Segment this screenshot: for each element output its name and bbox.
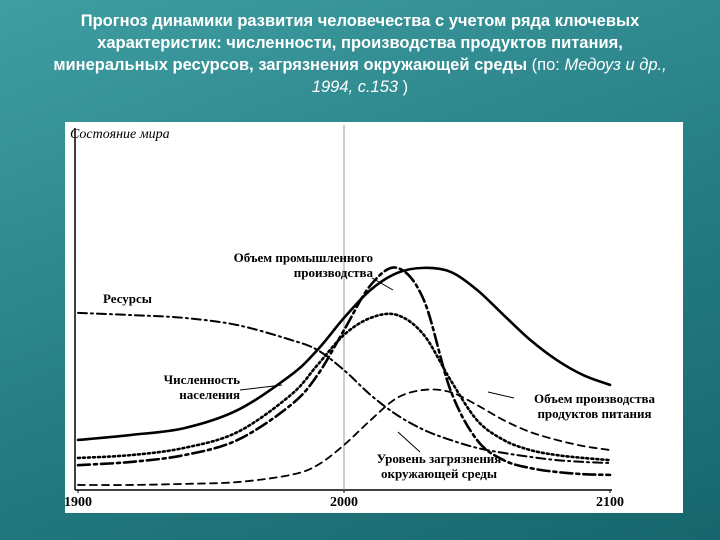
citation-source: Медоуз и др., 1994, с.153: [311, 56, 667, 96]
slide-title: Прогноз динамики развития человечества с…: [50, 10, 670, 98]
series-label: Численность населения: [163, 372, 240, 402]
series-label: Объем промышленного производства: [233, 250, 373, 280]
x-tick-label: 2000: [330, 495, 358, 510]
y-axis-label: Состояние мира: [70, 127, 170, 142]
series-label: Объем производства продуктов питания: [534, 391, 655, 421]
series-line: [76, 312, 612, 462]
x-tick-label: 2100: [596, 495, 624, 510]
citation: (по:: [531, 56, 565, 74]
arrow: [487, 391, 515, 399]
series-line: [77, 311, 611, 464]
series-label: Уровень загрязнения окружающей среды: [376, 451, 502, 481]
series-line: [76, 266, 612, 477]
series-line: [76, 266, 612, 442]
title-text: Прогноз динамики развития человечества с…: [53, 12, 640, 74]
label-arrows: [239, 277, 515, 453]
citation: ): [398, 78, 409, 96]
series-line: [77, 388, 611, 486]
arrow: [397, 431, 421, 453]
series-label: Ресурсы: [103, 291, 152, 306]
x-tick-label: 1900: [64, 495, 92, 510]
